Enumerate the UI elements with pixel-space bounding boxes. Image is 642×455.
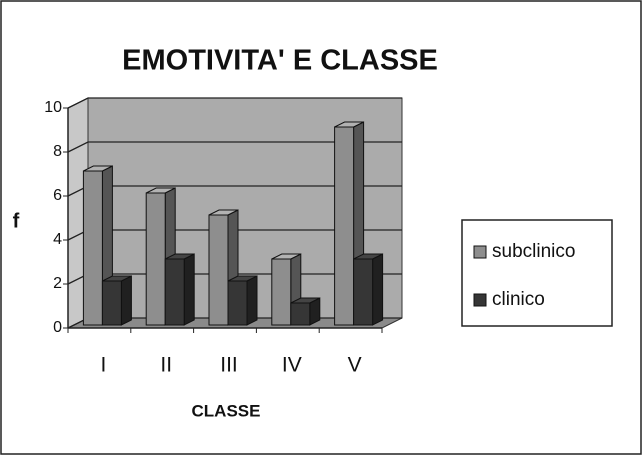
grid-line <box>67 97 402 109</box>
bar-front <box>164 258 185 326</box>
bar-front <box>227 280 248 326</box>
bar-front <box>145 192 166 326</box>
bar <box>208 209 239 326</box>
bar-front <box>101 280 122 326</box>
x-axis-label: CLASSE <box>192 401 261 420</box>
chart-title: EMOTIVITA' E CLASSE <box>122 45 438 77</box>
y-tick-label: 0 <box>53 319 62 336</box>
bar-front <box>208 214 229 326</box>
legend-label: clinico <box>492 289 545 310</box>
bar-front <box>334 126 355 326</box>
bar-side <box>183 253 195 326</box>
x-tick-label: IV <box>282 354 302 377</box>
y-tick-label: 4 <box>53 231 62 248</box>
y-tick-label: 6 <box>53 187 62 204</box>
x-tick-label: III <box>220 354 238 377</box>
legend-box <box>461 219 613 327</box>
legend-label: subclinico <box>492 241 575 262</box>
grid-line <box>67 141 402 153</box>
bar-front <box>271 258 292 326</box>
bar <box>290 297 321 326</box>
bar-side <box>372 253 384 326</box>
bar-side <box>246 275 258 326</box>
x-tick-label: I <box>100 354 106 377</box>
bar-front <box>82 170 103 326</box>
bar-front <box>290 302 311 326</box>
bar <box>101 275 132 326</box>
x-tick-label: II <box>160 354 172 377</box>
legend-swatch <box>473 293 487 307</box>
x-tick-label: V <box>348 354 362 377</box>
bar-front <box>353 258 374 326</box>
y-axis-label: f <box>13 210 20 232</box>
bar-side <box>120 275 132 326</box>
y-tick-label: 10 <box>44 99 62 116</box>
bar <box>227 275 258 326</box>
bar <box>164 253 195 326</box>
legend-swatch <box>473 245 487 259</box>
bar <box>353 253 384 326</box>
y-tick-label: 8 <box>53 143 62 160</box>
y-tick-label: 2 <box>53 275 62 292</box>
